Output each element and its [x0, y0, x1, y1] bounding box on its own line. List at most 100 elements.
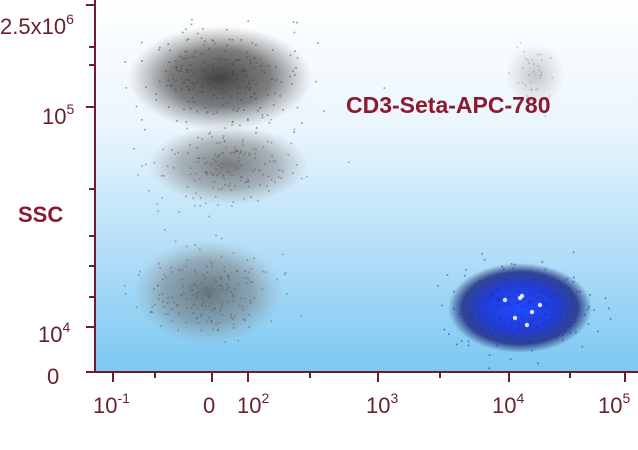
event-dot	[207, 82, 210, 84]
event-dot	[486, 313, 488, 316]
event-dot	[566, 315, 569, 317]
event-dot	[171, 296, 173, 299]
event-dot	[296, 106, 299, 109]
event-dot	[490, 334, 492, 336]
event-dot	[539, 76, 541, 79]
event-dot	[232, 300, 235, 302]
event-dot	[271, 155, 273, 157]
event-dot	[215, 111, 218, 113]
event-dot	[240, 297, 243, 300]
event-dot	[213, 58, 216, 60]
event-dot	[158, 294, 160, 296]
event-dot	[301, 122, 303, 124]
event-dot	[171, 308, 173, 310]
event-dot	[220, 285, 223, 287]
event-dot	[191, 18, 193, 21]
event-dot	[231, 205, 233, 207]
event-dot	[236, 110, 238, 112]
event-dot	[270, 320, 273, 322]
event-dot	[247, 178, 249, 180]
event-dot	[492, 325, 495, 327]
event-dot	[537, 88, 539, 90]
event-dot	[161, 293, 163, 295]
event-dot	[172, 77, 175, 80]
event-dot	[215, 234, 217, 237]
event-dot	[187, 85, 190, 88]
event-dot	[608, 307, 610, 310]
event-dot	[175, 60, 177, 62]
event-dot	[237, 283, 239, 286]
event-dot	[473, 325, 476, 328]
event-dot	[562, 334, 564, 336]
event-dot	[564, 295, 567, 297]
event-dot	[163, 175, 165, 177]
event-dot	[173, 301, 175, 304]
event-dot	[199, 178, 201, 180]
event-dot	[232, 294, 235, 296]
event-dot	[233, 80, 236, 83]
x-tick-label-1e4: 104	[492, 390, 524, 418]
event-dot	[237, 107, 240, 110]
event-dot	[212, 113, 215, 115]
event-dot	[272, 104, 275, 106]
event-dot	[538, 334, 540, 336]
event-dot	[205, 171, 207, 174]
event-dot	[549, 301, 552, 304]
event-dot	[545, 305, 547, 307]
event-dot	[581, 345, 584, 348]
event-dot	[219, 284, 221, 286]
event-dot	[243, 109, 246, 111]
event-dot	[181, 268, 184, 271]
event-dot	[219, 153, 221, 156]
event-dot	[532, 291, 534, 294]
event-dot	[123, 284, 126, 287]
event-dot	[220, 307, 223, 310]
event-dot	[248, 326, 250, 328]
event-dot	[219, 310, 221, 312]
event-dot	[218, 322, 221, 324]
event-dot	[448, 333, 450, 335]
event-dot	[553, 308, 555, 311]
event-dot	[550, 331, 552, 333]
event-dot	[164, 229, 166, 231]
population-faint-upper-right	[505, 43, 565, 107]
event-dot	[281, 253, 284, 256]
event-dot	[531, 58, 533, 61]
event-dot	[181, 293, 183, 296]
event-dot	[194, 244, 196, 246]
event-dot	[252, 148, 255, 150]
event-dot	[566, 277, 569, 280]
event-dot	[124, 293, 127, 295]
event-dot	[192, 96, 194, 99]
event-dot	[528, 301, 531, 303]
event-dot	[249, 62, 252, 64]
y-tick-label-0: 0	[47, 364, 59, 389]
event-dot	[516, 313, 519, 316]
event-dot	[223, 140, 226, 142]
event-dot	[185, 245, 188, 248]
y-axis-label: SSC	[18, 202, 63, 227]
event-dot	[560, 314, 562, 316]
event-dot	[528, 62, 530, 64]
event-dot	[237, 339, 240, 342]
event-dot	[202, 274, 205, 277]
event-dot	[192, 294, 194, 296]
event-dot	[540, 74, 542, 76]
event-dot	[216, 204, 219, 206]
event-dot	[525, 304, 527, 307]
event-dot	[170, 320, 173, 323]
event-dot	[472, 323, 475, 325]
event-dot	[467, 324, 469, 327]
event-dot	[242, 139, 244, 141]
event-dot	[542, 274, 545, 277]
event-dot	[508, 302, 511, 305]
event-dot	[246, 56, 249, 58]
event-dot	[234, 288, 236, 290]
event-dot	[531, 88, 533, 91]
event-dot	[224, 76, 227, 79]
event-dot	[260, 65, 262, 67]
event-dot	[529, 277, 531, 280]
event-dot	[198, 157, 200, 159]
event-dot	[183, 292, 185, 295]
event-dot	[528, 302, 530, 304]
